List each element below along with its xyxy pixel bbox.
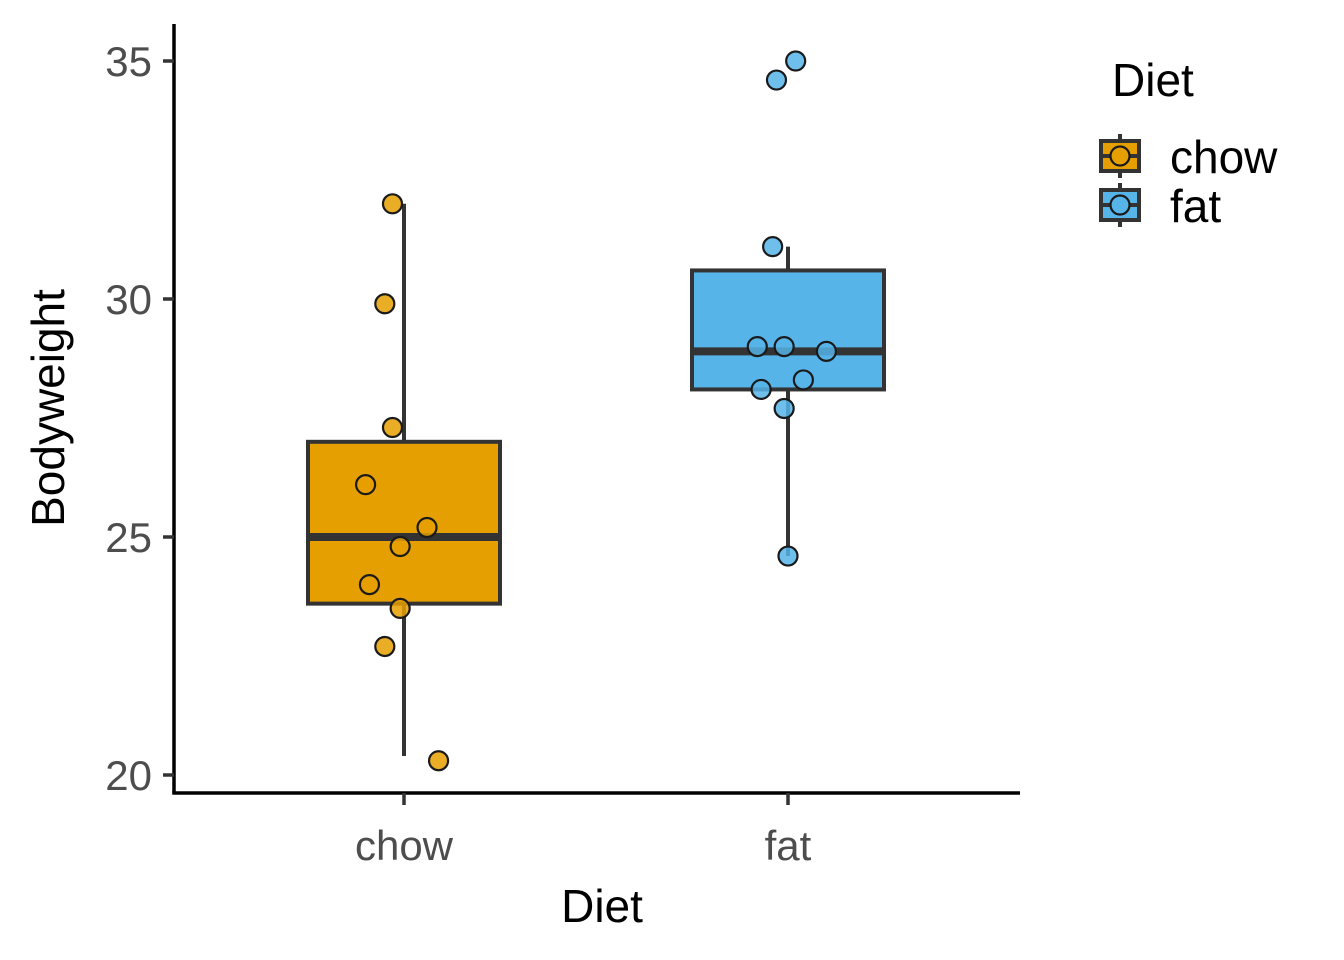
legend-key-point: [1109, 194, 1131, 216]
data-point: [773, 397, 795, 420]
data-point: [416, 516, 438, 539]
y-axis-title: Bodyweight: [22, 289, 74, 527]
points-layer: [355, 50, 838, 772]
legend-label: fat: [1170, 180, 1221, 232]
data-point: [785, 50, 807, 72]
x-tick-label: chow: [355, 822, 454, 869]
data-point: [746, 336, 768, 358]
data-point: [389, 597, 411, 620]
x-axis: chow fat: [172, 791, 1020, 869]
y-ticks: 20 25 30 35: [105, 38, 174, 799]
box-fat: [690, 268, 886, 392]
data-point: [374, 293, 396, 315]
legend-key-point: [1109, 145, 1131, 167]
y-tick-label: 25: [105, 514, 152, 561]
y-tick-label: 20: [105, 752, 152, 799]
y-tick-label: 30: [105, 276, 152, 323]
boxes-layer: [306, 203, 886, 756]
data-point: [381, 416, 404, 439]
x-ticks: chow fat: [355, 793, 812, 869]
data-point: [765, 69, 788, 91]
data-point: [427, 750, 450, 772]
data-point: [792, 369, 814, 391]
data-point: [773, 336, 795, 358]
legend-title: Diet: [1112, 54, 1194, 106]
data-point: [777, 545, 799, 567]
data-point: [381, 193, 404, 215]
y-axis: 20 25 30 35: [105, 24, 176, 799]
data-point: [374, 635, 396, 658]
x-tick-label: fat: [765, 822, 812, 869]
y-tick-label: 35: [105, 38, 152, 85]
data-point: [358, 573, 381, 596]
legend-item-chow: chow: [1099, 131, 1278, 183]
box-chow: [306, 439, 502, 606]
data-point: [389, 535, 411, 558]
x-axis-title: Diet: [561, 880, 643, 932]
data-point: [750, 378, 772, 401]
data-point: [762, 236, 784, 258]
data-point: [355, 474, 377, 496]
legend-item-fat: fat: [1099, 180, 1221, 232]
data-point: [815, 340, 838, 362]
legend-label: chow: [1170, 131, 1278, 183]
